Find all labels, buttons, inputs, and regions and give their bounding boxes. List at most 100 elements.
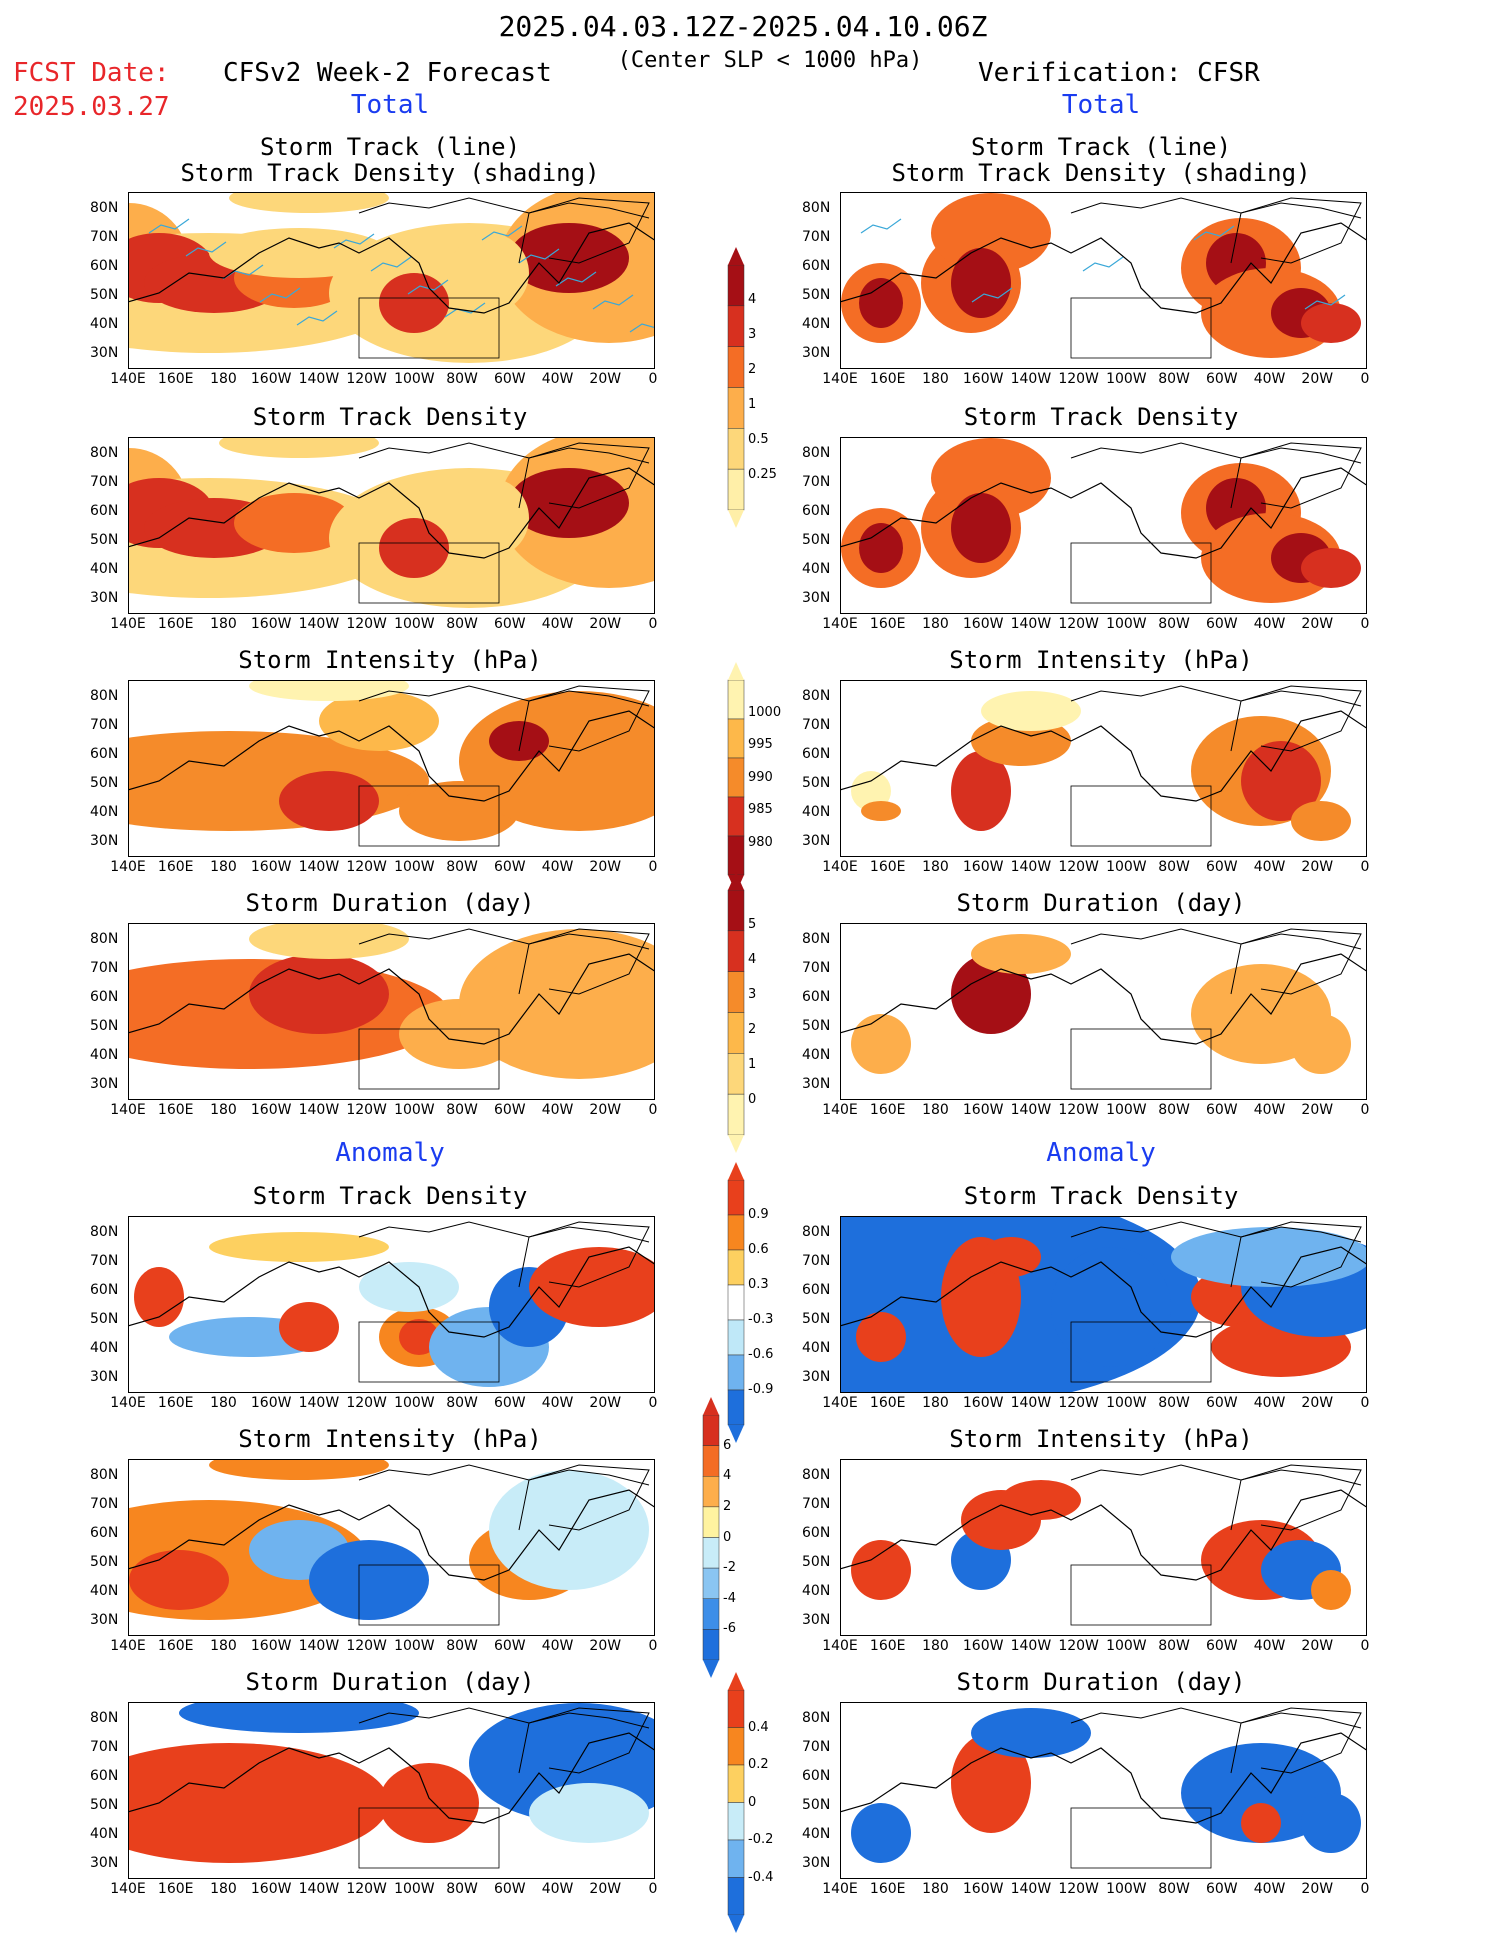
coastline: [129, 1732, 654, 1824]
us-states-outline: [1070, 785, 1212, 847]
colorbar-swatch: [727, 468, 745, 511]
x-tick-label: 160E: [869, 859, 906, 875]
x-tick-label: 160W: [250, 859, 292, 875]
x-tick-label: 40W: [1253, 859, 1286, 875]
y-tick-label: 40N: [90, 1340, 119, 1356]
cfsr-anom-density-svg: [841, 1217, 1366, 1392]
x-tick-label: 60W: [493, 1638, 526, 1654]
x-tick-label: 60W: [1205, 616, 1238, 632]
colorbar-anom-density: [727, 1162, 745, 1443]
fcst-date-value: 2025.03.27: [13, 92, 170, 122]
x-tick-label: 120W: [346, 1102, 387, 1118]
y-tick-label: 40N: [90, 1583, 119, 1599]
x-tick-label: 100W: [394, 1638, 435, 1654]
shade-region: [449, 478, 529, 558]
x-tick-label: 160W: [250, 371, 292, 387]
y-tick-label: 40N: [802, 316, 831, 332]
x-tick-label: 180: [210, 859, 237, 875]
shade-region: [856, 1312, 906, 1362]
x-tick-label: 80W: [446, 859, 478, 875]
y-tick-label: 60N: [802, 989, 831, 1005]
fcst-total-intensity-map: [128, 680, 655, 857]
shade-region: [209, 1460, 389, 1480]
storm-track-line: [1193, 225, 1235, 241]
y-tick-label: 80N: [90, 200, 119, 216]
right-model-title: Verification: CFSR: [978, 58, 1260, 88]
date-range-title: 2025.04.03.12Z-2025.04.10.06Z: [498, 10, 988, 43]
x-tick-label: 140W: [1010, 1102, 1052, 1118]
y-tick-label: 70N: [802, 1253, 831, 1269]
arctic-coastline: [358, 1464, 650, 1486]
y-tick-label: 70N: [802, 1496, 831, 1512]
storm-track-line: [296, 310, 338, 326]
x-tick-label: 40W: [1253, 616, 1286, 632]
y-tick-label: 70N: [90, 1496, 119, 1512]
y-tick-label: 40N: [802, 1583, 831, 1599]
x-tick-label: 100W: [394, 616, 435, 632]
y-tick-label: 50N: [90, 287, 119, 303]
shade-region: [129, 1550, 229, 1610]
colorbar-swatch: [727, 1354, 745, 1391]
colorbar-swatch: [727, 1012, 745, 1054]
greenland-outline: [518, 1221, 650, 1288]
colorbar-swatch: [727, 1214, 745, 1251]
greenland-outline: [1230, 1707, 1362, 1774]
x-tick-label: 0: [648, 1638, 658, 1654]
colorbar-top-arrow: [728, 1162, 744, 1180]
shade-region: [1301, 303, 1361, 343]
colorbar-label: -6: [723, 1621, 736, 1637]
y-tick-label: 40N: [90, 804, 119, 820]
x-tick-label: 40W: [1253, 1395, 1286, 1411]
x-tick-label: 160W: [962, 859, 1004, 875]
shade-region: [859, 278, 903, 328]
y-tick-label: 50N: [90, 1018, 119, 1034]
x-tick-label: 160W: [250, 1881, 292, 1897]
shade-region: [234, 493, 354, 553]
storm-track-line: [185, 241, 227, 257]
y-tick-label: 70N: [90, 1253, 119, 1269]
colorbar-bottom-arrow: [728, 1915, 744, 1933]
colorbar-swatch: [727, 428, 745, 470]
x-tick-label: 140E: [110, 1395, 146, 1411]
arctic-coastline: [358, 685, 650, 707]
x-tick-label: 140W: [1010, 859, 1052, 875]
colorbar-top-arrow: [703, 1397, 719, 1415]
x-tick-label: 140W: [1010, 1638, 1052, 1654]
x-tick-label: 160W: [250, 1395, 292, 1411]
colorbar-label: 0: [748, 1092, 757, 1107]
x-tick-label: 20W: [589, 859, 622, 875]
x-tick-label: 20W: [589, 1102, 622, 1118]
colorbar-label: -0.6: [748, 1347, 774, 1362]
fcst-anom-duration-map: [128, 1702, 655, 1879]
x-tick-label: 140E: [822, 859, 858, 875]
colorbar-bottom-arrow: [703, 1660, 719, 1678]
colorbar-swatch: [727, 1093, 745, 1136]
x-tick-label: 100W: [1106, 371, 1147, 387]
y-tick-label: 60N: [802, 503, 831, 519]
colorbar-label: 3: [748, 327, 757, 342]
y-tick-label: 30N: [802, 1612, 831, 1628]
x-tick-label: 140E: [110, 859, 146, 875]
y-tick-label: 30N: [802, 345, 831, 361]
coastline: [129, 953, 654, 1045]
cfsr-anom-duration-map: [840, 1702, 1367, 1879]
y-tick-label: 40N: [802, 1340, 831, 1356]
colorbar-swatch: [727, 264, 745, 307]
shade-region: [449, 233, 529, 313]
y-tick-label: 40N: [802, 561, 831, 577]
arctic-coastline: [358, 1221, 650, 1243]
colorbar-label: -4: [723, 1590, 736, 1606]
x-tick-label: 80W: [446, 1638, 478, 1654]
y-tick-label: 40N: [90, 316, 119, 332]
x-tick-label: 160E: [869, 1881, 906, 1897]
colorbar-label: 3: [748, 987, 757, 1002]
shade-region: [279, 771, 379, 831]
colorbar-label: 1: [748, 397, 757, 412]
fcst-anom-density-svg: [129, 1221, 654, 1387]
shade-region: [981, 691, 1081, 731]
arctic-coastline: [1070, 928, 1362, 950]
storm-track-line: [481, 225, 523, 241]
y-tick-label: 80N: [90, 688, 119, 704]
title-fcst-track-shading: Storm Track Density (shading): [180, 159, 600, 187]
y-tick-label: 80N: [802, 1224, 831, 1240]
